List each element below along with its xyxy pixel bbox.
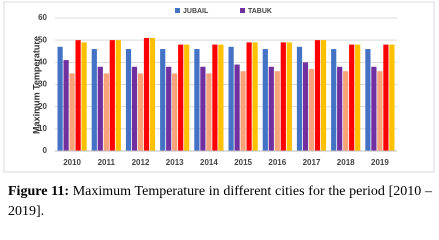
bar (240, 71, 246, 151)
y-tick-label: 60 (38, 13, 47, 22)
x-tick-label: 2019 (371, 158, 389, 167)
caption-label: Figure 11: (8, 184, 70, 199)
bar (109, 40, 115, 151)
y-tick-label: 10 (38, 124, 47, 133)
bar (343, 71, 349, 151)
x-tick-label: 2017 (303, 158, 321, 167)
bar (143, 37, 150, 152)
x-tick-label: 2010 (63, 158, 81, 167)
bar (115, 40, 121, 151)
y-tick-label: 20 (38, 102, 47, 111)
bar (268, 66, 274, 151)
y-tick-label: 40 (38, 57, 47, 66)
chart-frame (3, 1, 435, 173)
x-tick-label: 2016 (268, 158, 286, 167)
bar (75, 40, 81, 151)
y-tick-label: 50 (38, 35, 47, 44)
bar (97, 66, 103, 151)
bar (184, 44, 190, 151)
bar (320, 40, 327, 151)
legend-label: JUBAIL (183, 8, 209, 15)
bar (383, 44, 389, 151)
bar (274, 71, 280, 151)
x-tick-label: 2011 (98, 158, 116, 167)
bar (125, 49, 132, 151)
caption: Figure 11: Maximum Temperature in differ… (8, 182, 432, 222)
bar (280, 42, 286, 152)
bar (212, 44, 218, 151)
x-tick-label: 2013 (166, 158, 184, 167)
bar (296, 46, 303, 151)
bar (355, 44, 361, 151)
x-tick-label: 2014 (200, 158, 218, 167)
legend-label: TABUK (248, 8, 272, 15)
y-tick-label: 0 (43, 146, 48, 155)
bar (365, 49, 371, 151)
bar (178, 44, 184, 151)
bar (172, 73, 178, 151)
bar (131, 66, 138, 151)
bar (286, 42, 292, 152)
bar (252, 42, 258, 152)
bar (331, 49, 337, 151)
bar (389, 44, 395, 151)
legend-swatch (240, 8, 245, 13)
bar (69, 73, 75, 151)
bar (262, 49, 268, 151)
y-axis-label: Maximum Temperature (31, 36, 41, 134)
bar (149, 37, 156, 152)
bar (103, 73, 109, 151)
x-tick-label: 2012 (132, 158, 150, 167)
bar (314, 40, 321, 151)
bar (371, 66, 377, 151)
bar (218, 44, 224, 151)
bar (81, 42, 87, 152)
bar (337, 66, 343, 151)
bar (194, 49, 200, 151)
bar (349, 44, 355, 151)
bar (57, 46, 63, 151)
bar (137, 73, 144, 151)
x-tick-label: 2015 (234, 158, 252, 167)
bar (206, 73, 212, 151)
bar (63, 60, 69, 151)
bar (302, 62, 309, 152)
legend-swatch (175, 8, 180, 13)
caption-text: Maximum Temperature in different cities … (8, 184, 433, 219)
bar (200, 66, 206, 151)
bar (234, 64, 240, 151)
chart: Maximum Temperature 0 10 20 30 40 50 60 JUBAIL T… (3, 1, 435, 173)
bar (308, 68, 315, 151)
x-tick-label: 2018 (337, 158, 355, 167)
y-tick-label: 30 (38, 80, 47, 89)
bar (160, 49, 166, 151)
bar (91, 49, 97, 151)
bar (166, 66, 172, 151)
bar (377, 71, 383, 151)
bar (246, 42, 252, 152)
bar (228, 46, 234, 151)
